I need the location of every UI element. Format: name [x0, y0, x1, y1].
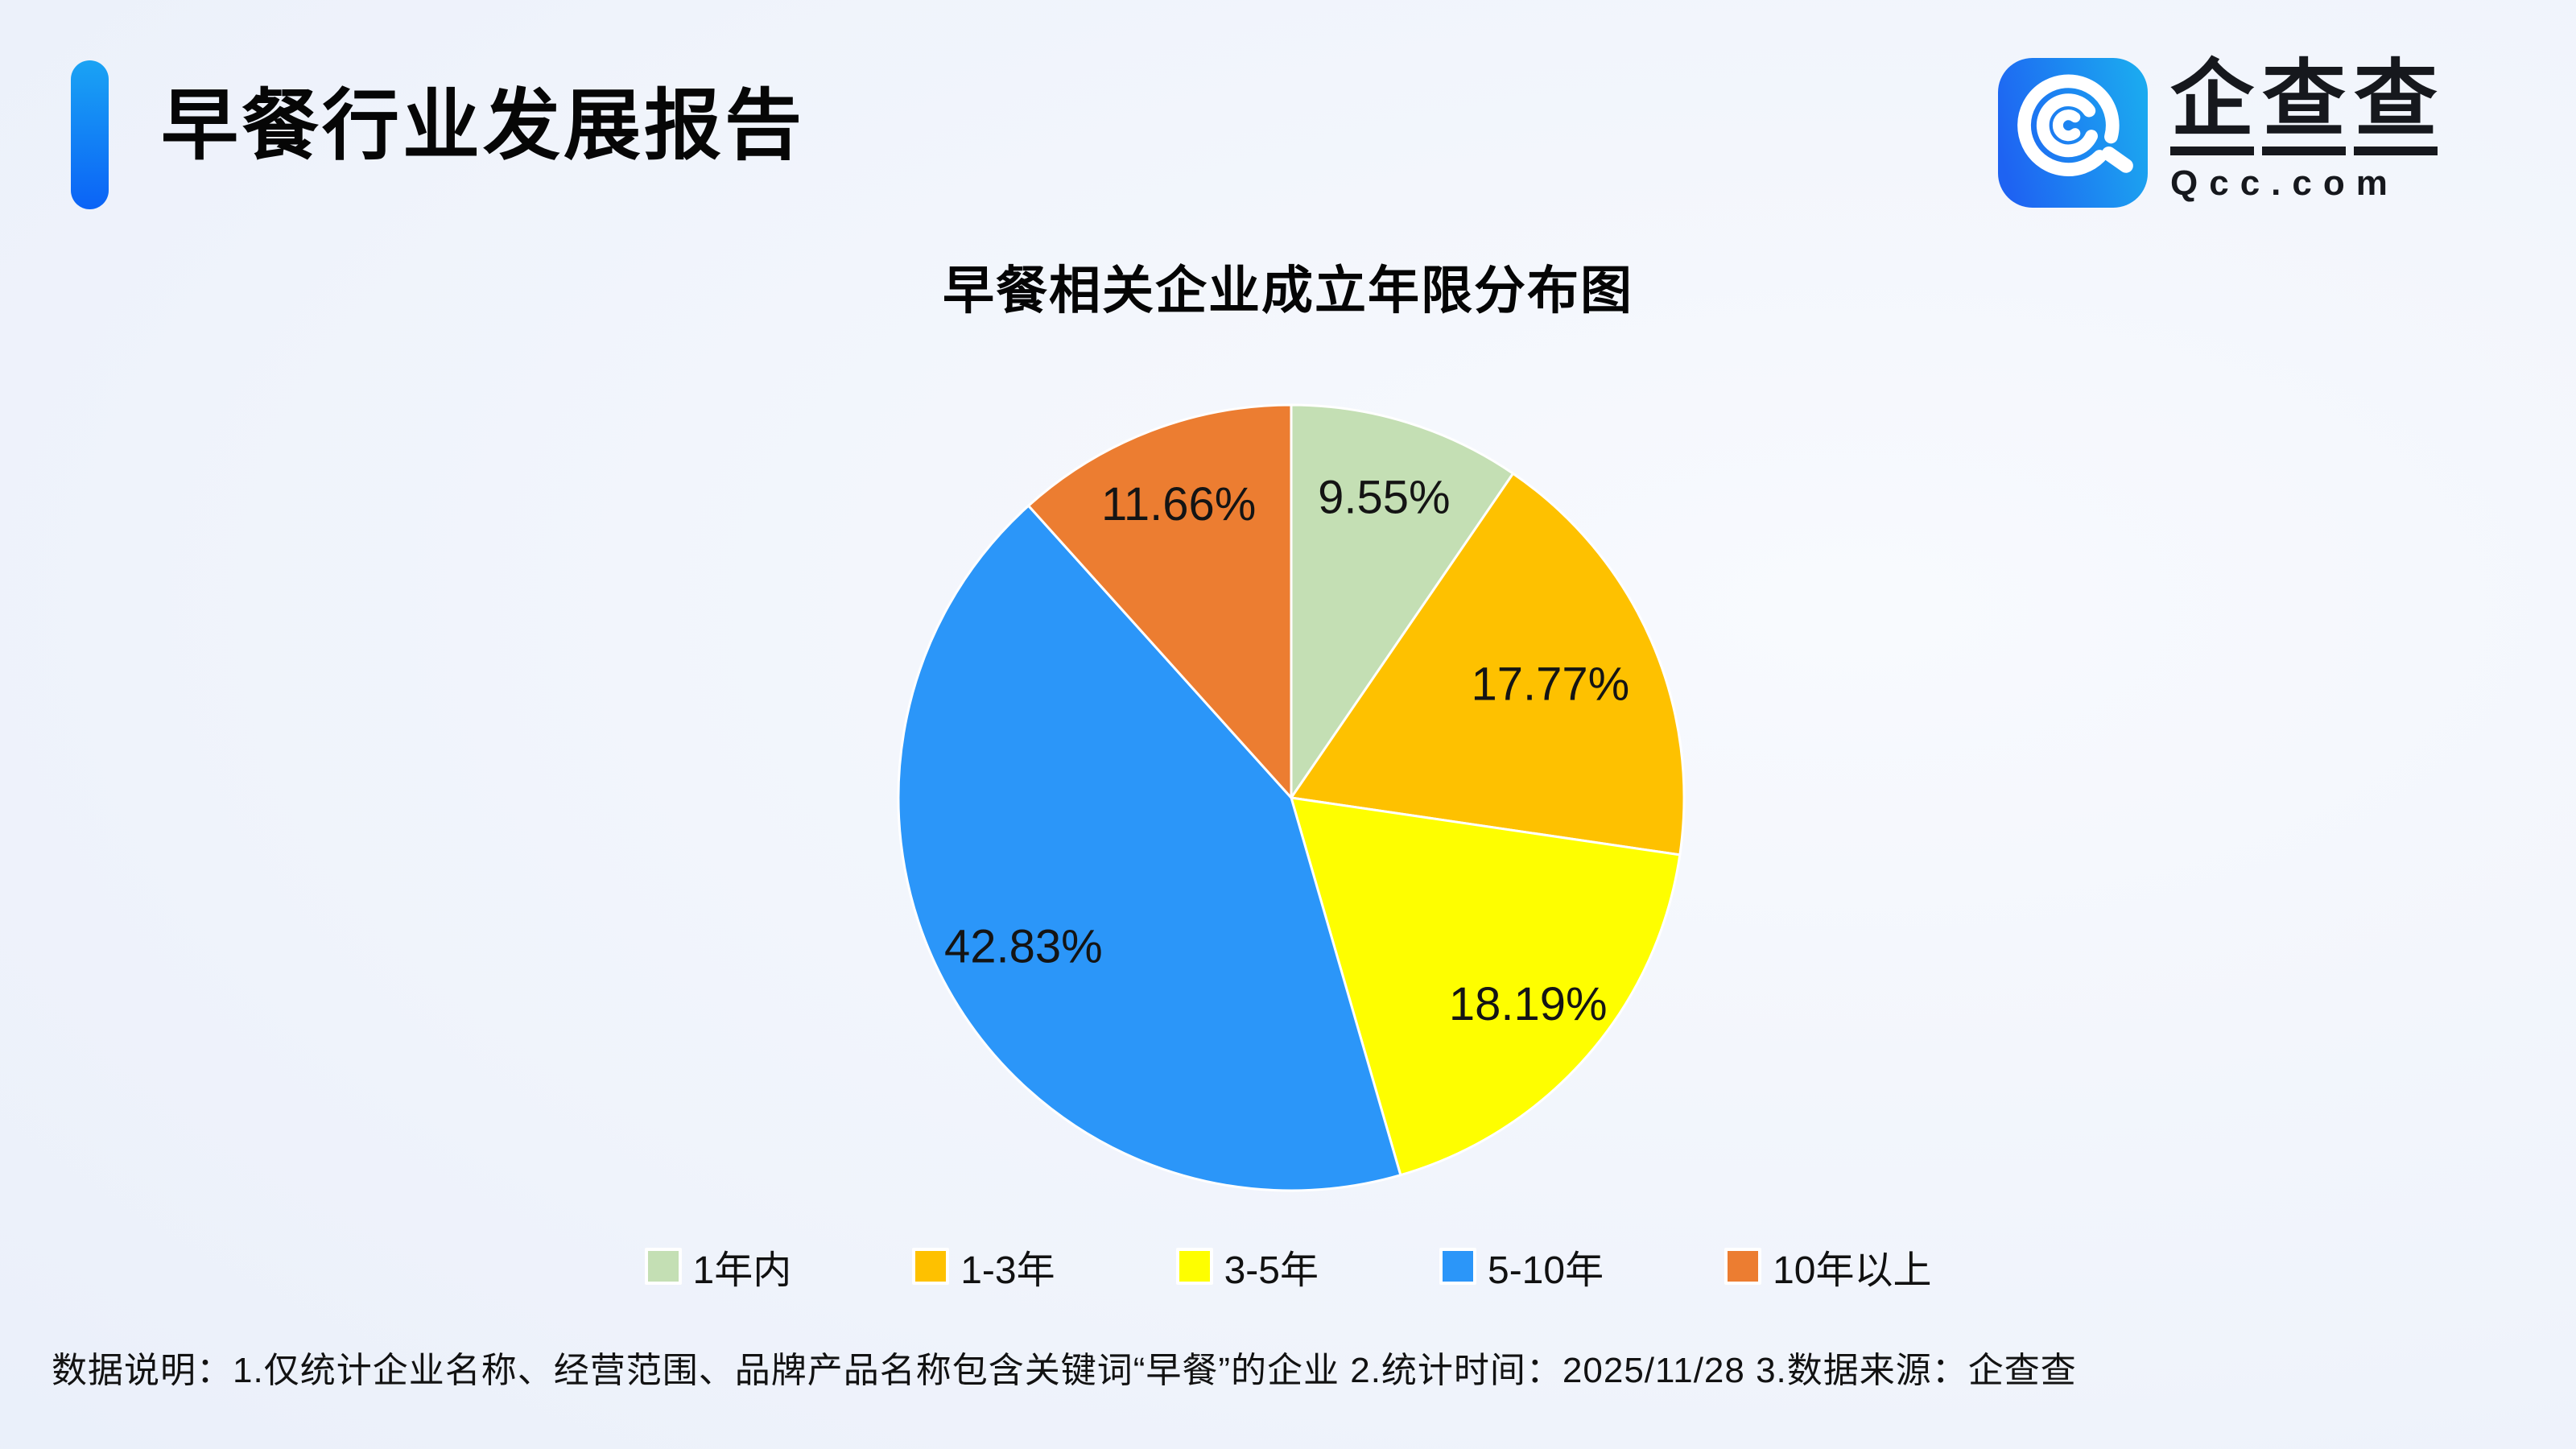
- legend-swatch: [1724, 1248, 1762, 1285]
- legend-swatch: [644, 1248, 682, 1285]
- chart-title: 早餐相关企业成立年限分布图: [943, 262, 1633, 320]
- brand-domain: Qcc.com: [2170, 163, 2399, 203]
- brand-name: 企 查 查: [2170, 58, 2438, 155]
- legend-item-1: 1年内: [644, 1238, 792, 1294]
- legend-label: 10年以上: [1773, 1249, 1932, 1292]
- pie-slice-label: 9.55%: [1318, 472, 1450, 524]
- legend-label: 3-5年: [1224, 1249, 1319, 1292]
- qcc-logo: 企 查 查 Qcc.com: [1998, 58, 2438, 208]
- legend-swatch: [1175, 1248, 1213, 1285]
- pie-chart: 9.55% 17.77% 18.19% 42.83% 11.66%: [897, 403, 1686, 1192]
- pie-slice-label: 11.66%: [1101, 478, 1256, 530]
- pie-slice-5: [1027, 403, 1293, 799]
- report-title: 早餐行业发展报告: [161, 83, 805, 169]
- pie-slice-3: [1290, 796, 1682, 1177]
- legend-label: 1-3年: [960, 1249, 1055, 1292]
- pie-slice-label: 17.77%: [1472, 658, 1630, 711]
- data-note: 数据说明：1.仅统计企业名称、经营范围、品牌产品名称包含关键词“早餐”的企业 2…: [52, 1351, 2077, 1390]
- pie-slice-label: 18.19%: [1449, 978, 1608, 1030]
- logo-text: 企 查 查 Qcc.com: [2170, 58, 2438, 204]
- pie-slice-1: [1290, 403, 1515, 799]
- legend-label: 5-10年: [1488, 1249, 1604, 1292]
- brand-char: 查: [2354, 58, 2438, 155]
- chart-legend: 1年内 1-3年 3-5年 5-10年 10年以上: [0, 1238, 2576, 1294]
- title-accent-bar: [71, 60, 109, 209]
- legend-item-2: 1-3年: [912, 1238, 1055, 1294]
- legend-label: 1年内: [692, 1249, 792, 1292]
- pie-slice-2: [1290, 472, 1686, 857]
- qcc-magnifier-icon: [1998, 58, 2148, 208]
- brand-char: 企: [2170, 58, 2255, 155]
- legend-item-5: 10年以上: [1724, 1238, 1931, 1294]
- brand-char: 查: [2262, 58, 2347, 155]
- pie-slice-label: 42.83%: [944, 920, 1103, 972]
- pie-slice-4: [897, 504, 1402, 1192]
- legend-swatch: [1439, 1248, 1476, 1285]
- legend-item-3: 3-5年: [1175, 1238, 1319, 1294]
- legend-swatch: [912, 1248, 950, 1285]
- legend-item-4: 5-10年: [1439, 1238, 1604, 1294]
